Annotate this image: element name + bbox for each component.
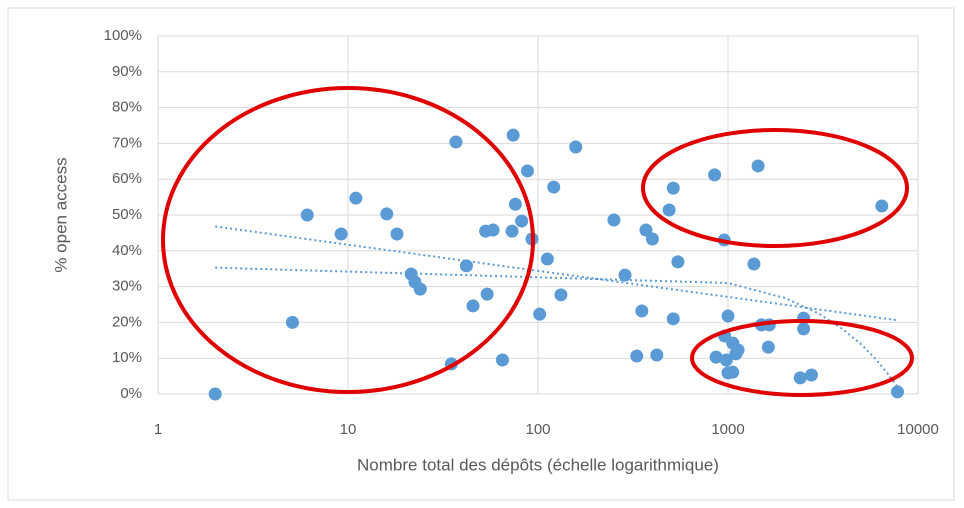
y-tick-label: 70% [112, 134, 142, 151]
data-point [708, 168, 722, 182]
y-tick-label: 80% [112, 99, 142, 116]
data-point [671, 255, 685, 269]
plot-area: 0% 10% 20% 30% 40% 50% 60% 70% 80% 90% 100% 1 10 100 1… [104, 27, 939, 438]
data-point [721, 309, 735, 323]
data-point [480, 287, 494, 301]
data-point [630, 349, 644, 363]
data-point [797, 322, 811, 336]
y-tick-label: 40% [112, 242, 142, 259]
data-point [639, 223, 653, 237]
data-point [390, 227, 404, 241]
y-tick-label: 60% [112, 170, 142, 187]
data-point [709, 350, 723, 364]
highlight-ellipse [690, 319, 914, 397]
data-point [751, 159, 765, 173]
data-point [719, 353, 733, 367]
data-point [726, 365, 740, 379]
data-point [449, 135, 463, 149]
y-tick-label: 50% [112, 206, 142, 223]
data-point [761, 340, 775, 354]
data-point [380, 207, 394, 221]
data-point [731, 343, 745, 357]
x-tick-label: 100 [525, 421, 550, 438]
data-point [747, 257, 761, 271]
data-point [466, 299, 480, 313]
data-point [459, 259, 473, 273]
data-point [495, 353, 509, 367]
x-tick-label: 10000 [897, 421, 939, 438]
data-point [547, 180, 561, 194]
data-point [520, 164, 534, 178]
data-point [533, 307, 547, 321]
annotations [161, 86, 914, 397]
data-point [300, 208, 314, 222]
data-point [569, 140, 583, 154]
y-tick-label: 0% [120, 385, 142, 402]
highlight-ellipse [161, 86, 535, 394]
data-point [793, 371, 807, 385]
data-point [890, 385, 904, 399]
data-point [645, 232, 659, 246]
y-tick-label: 100% [104, 27, 142, 44]
data-point [666, 312, 680, 326]
data-point [618, 268, 632, 282]
x-tick-label: 1 [154, 421, 162, 438]
trendline [215, 266, 899, 388]
data-point [208, 387, 222, 401]
data-point [486, 223, 500, 237]
x-axis-title: Nombre total des dépôts (échelle logarit… [357, 455, 719, 474]
highlight-ellipse [641, 128, 909, 248]
x-tick-label: 10 [340, 421, 357, 438]
data-point [662, 203, 676, 217]
y-tick-label: 90% [112, 63, 142, 80]
data-point [635, 304, 649, 318]
data-point [349, 191, 363, 205]
data-point [413, 282, 427, 296]
data-point [515, 214, 529, 228]
data-point [554, 288, 568, 302]
y-tick-label: 10% [112, 349, 142, 366]
data-point [508, 197, 522, 211]
data-point [650, 348, 664, 362]
data-point [540, 252, 554, 266]
data-point [285, 315, 299, 329]
y-tick-label: 30% [112, 278, 142, 295]
data-point [505, 224, 519, 238]
y-axis-title: % open access [51, 157, 70, 272]
data-point [875, 199, 889, 213]
data-point [334, 227, 348, 241]
chart-frame [7, 7, 955, 501]
x-tick-label: 1000 [711, 421, 744, 438]
data-point [804, 368, 818, 382]
data-point [607, 213, 621, 227]
data-point [666, 181, 680, 195]
data-point [506, 128, 520, 142]
y-tick-label: 20% [112, 313, 142, 330]
